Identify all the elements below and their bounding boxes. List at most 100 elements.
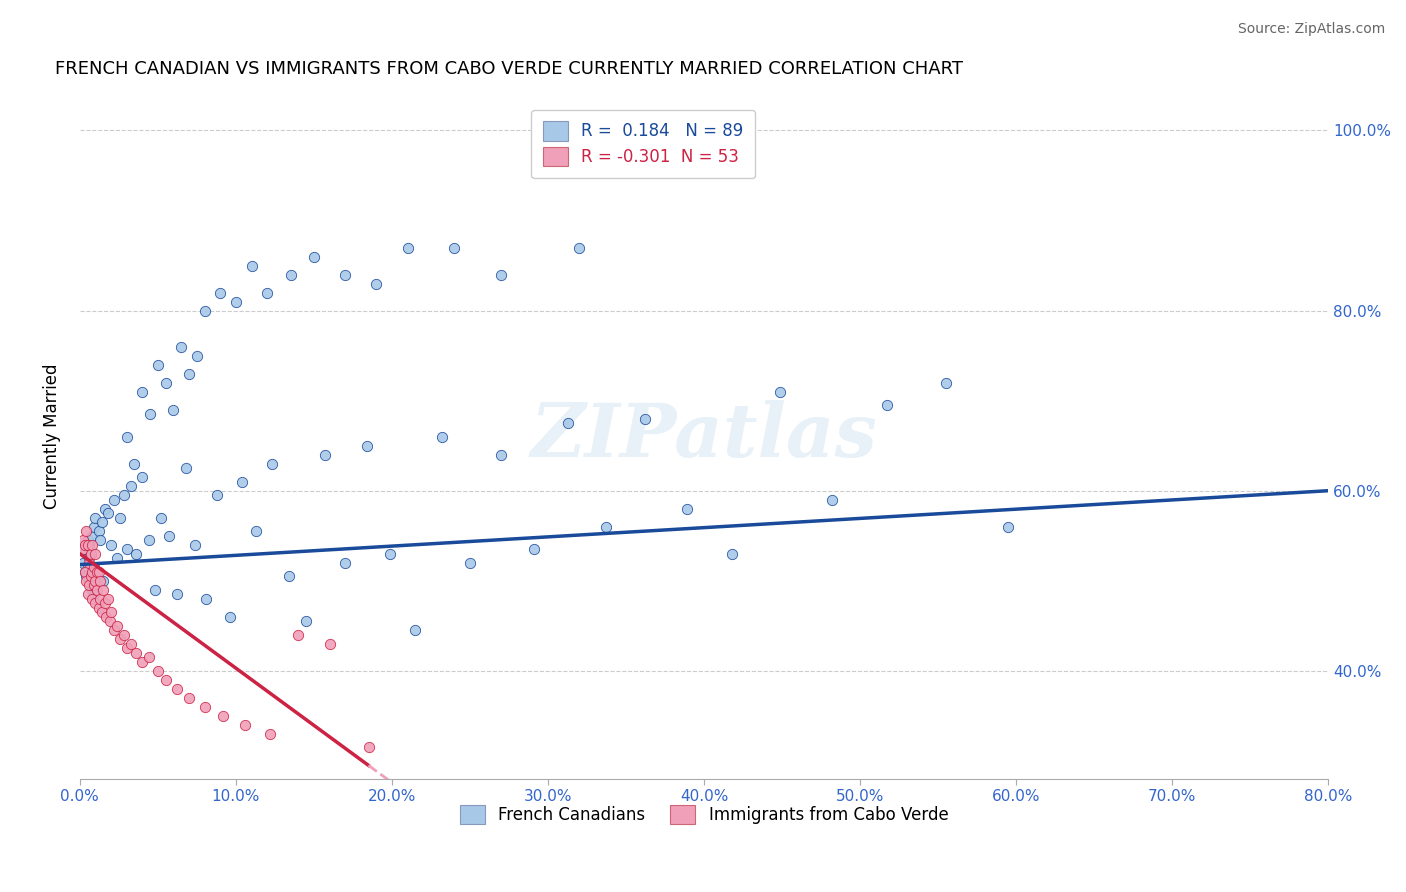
Point (75, 542, 97, 557)
Y-axis label: Currently Married: Currently Married (44, 364, 60, 509)
Point (90, 605, 112, 619)
Point (318, 637, 340, 651)
Legend: French Canadians, Immigrants from Cabo Verde: French Canadians, Immigrants from Cabo V… (451, 797, 956, 832)
Point (280, 268, 302, 282)
Point (260, 457, 283, 471)
Point (194, 303, 217, 318)
Point (195, 591, 218, 606)
Point (404, 624, 426, 638)
Point (110, 632, 132, 647)
Point (120, 637, 142, 651)
Point (380, 547, 402, 561)
Point (595, 520, 617, 534)
Point (557, 416, 579, 430)
Point (120, 479, 142, 493)
Point (84, 565, 107, 579)
Point (146, 358, 169, 372)
Point (146, 664, 169, 678)
Point (157, 529, 180, 543)
Point (150, 510, 173, 524)
Point (76, 538, 98, 552)
Point (194, 699, 217, 714)
Point (89, 591, 111, 606)
Point (125, 547, 148, 561)
Point (76, 533, 98, 548)
Point (75, 569, 97, 583)
Point (82, 591, 104, 606)
Point (523, 542, 546, 557)
Point (876, 398, 898, 412)
Point (278, 569, 301, 583)
Point (72, 542, 94, 557)
Point (105, 551, 128, 566)
Point (935, 376, 957, 390)
Point (186, 349, 208, 363)
Point (90, 515, 112, 529)
Point (568, 241, 591, 255)
Point (105, 619, 128, 633)
Point (231, 475, 253, 489)
Point (997, 520, 1019, 534)
Point (233, 718, 256, 732)
Point (73, 565, 96, 579)
Point (77, 538, 100, 552)
Point (103, 624, 125, 638)
Point (287, 628, 309, 642)
Point (396, 241, 419, 255)
Point (205, 488, 228, 502)
Point (82, 529, 104, 543)
Text: ZIPatlas: ZIPatlas (530, 401, 877, 473)
Point (112, 488, 135, 502)
Point (430, 430, 453, 444)
Point (769, 384, 792, 399)
Point (356, 439, 378, 453)
Point (115, 641, 138, 656)
Point (80, 569, 103, 583)
Point (166, 681, 188, 696)
Point (357, 740, 380, 755)
Point (87, 524, 110, 539)
Point (103, 492, 125, 507)
Point (162, 402, 184, 417)
Point (110, 510, 132, 524)
Point (76, 560, 98, 574)
Point (676, 501, 699, 516)
Point (115, 430, 138, 444)
Point (489, 268, 512, 282)
Point (91, 582, 114, 597)
Point (72, 556, 94, 570)
Point (84, 547, 107, 561)
Point (80, 547, 103, 561)
Point (97, 506, 120, 520)
Point (98, 615, 121, 629)
Point (73, 565, 96, 579)
Point (489, 448, 512, 462)
Point (314, 448, 336, 462)
Point (89, 574, 111, 588)
Point (634, 411, 657, 425)
Point (131, 384, 153, 399)
Point (94, 501, 117, 516)
Point (82, 582, 104, 597)
Point (131, 470, 153, 484)
Point (86, 582, 108, 597)
Point (83, 560, 105, 574)
Point (333, 556, 356, 570)
Point (366, 277, 388, 291)
Point (209, 285, 232, 300)
Point (124, 457, 146, 471)
Point (87, 600, 110, 615)
Point (100, 605, 122, 619)
Point (87, 565, 110, 579)
Point (75, 524, 97, 539)
Point (100, 538, 122, 552)
Point (115, 542, 138, 557)
Point (84, 574, 107, 588)
Point (443, 241, 465, 255)
Point (184, 538, 207, 552)
Point (139, 407, 162, 421)
Point (91, 574, 114, 588)
Point (295, 615, 318, 629)
Text: FRENCH CANADIAN VS IMMIGRANTS FROM CABO VERDE CURRENTLY MARRIED CORRELATION CHAR: FRENCH CANADIAN VS IMMIGRANTS FROM CABO … (55, 60, 963, 78)
Point (138, 650, 160, 665)
